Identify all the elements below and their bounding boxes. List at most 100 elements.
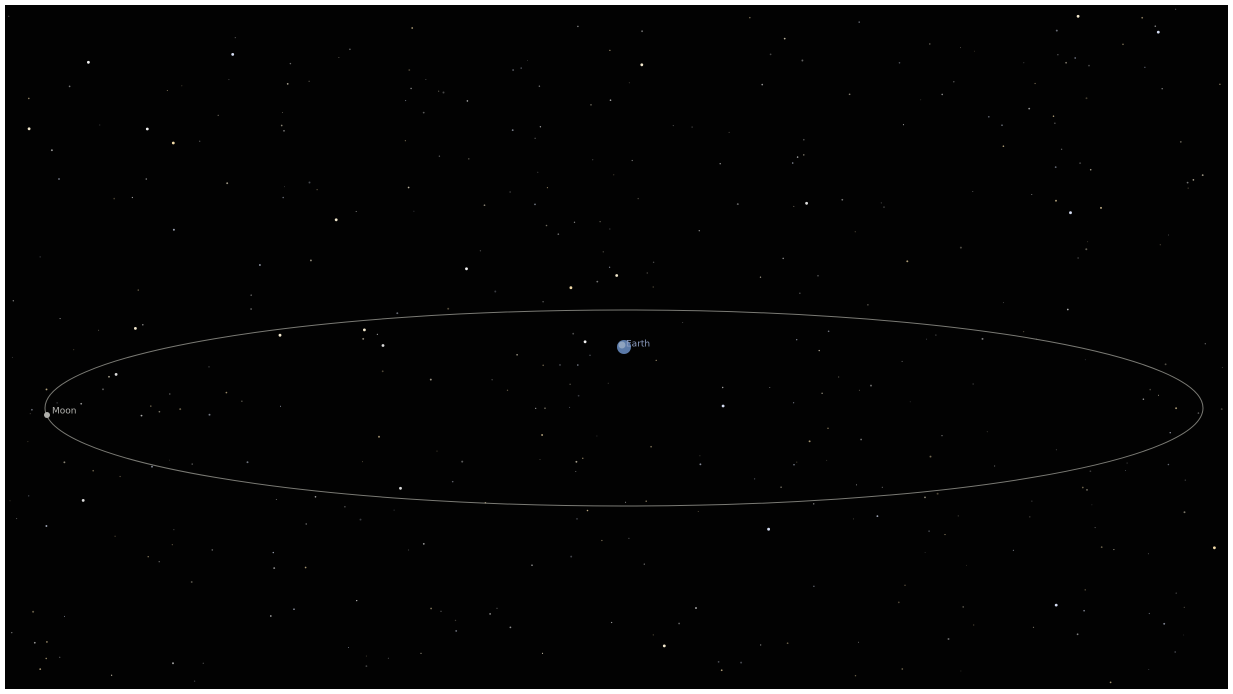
- star: [767, 528, 770, 531]
- star: [754, 478, 755, 479]
- star: [58, 178, 60, 180]
- star: [231, 53, 234, 56]
- star: [994, 465, 995, 466]
- star: [348, 647, 349, 648]
- star: [1001, 124, 1003, 126]
- star: [159, 411, 161, 413]
- star: [972, 191, 973, 192]
- star: [1101, 546, 1103, 548]
- star: [461, 461, 463, 463]
- star: [881, 202, 882, 203]
- star: [841, 199, 843, 201]
- star: [1184, 607, 1185, 608]
- star: [489, 613, 491, 615]
- star: [1165, 363, 1167, 365]
- star: [813, 586, 814, 587]
- star: [1188, 187, 1189, 188]
- star: [228, 79, 229, 80]
- star: [901, 668, 903, 670]
- star: [452, 481, 454, 483]
- star: [250, 294, 252, 296]
- star: [408, 69, 410, 71]
- star: [134, 327, 137, 330]
- star: [749, 17, 751, 19]
- star: [966, 565, 967, 566]
- star: [408, 187, 410, 189]
- star: [534, 204, 536, 206]
- star: [1222, 367, 1223, 368]
- star: [575, 461, 577, 463]
- earth-label[interactable]: Earth: [626, 340, 650, 350]
- star: [1168, 464, 1170, 466]
- star: [867, 304, 868, 305]
- star: [899, 62, 901, 64]
- star: [159, 561, 160, 562]
- star: [935, 335, 936, 336]
- star: [270, 615, 272, 617]
- viewport: [5, 5, 1228, 689]
- star: [1184, 511, 1186, 513]
- star: [1085, 589, 1086, 590]
- star: [455, 630, 457, 632]
- star: [1183, 635, 1184, 636]
- star: [849, 93, 851, 95]
- star: [948, 638, 950, 640]
- star: [172, 662, 174, 664]
- moon-label[interactable]: Moon: [52, 407, 76, 417]
- star: [1148, 553, 1149, 554]
- star: [826, 460, 827, 461]
- star: [34, 642, 36, 644]
- star: [819, 350, 820, 351]
- star: [1029, 516, 1030, 517]
- star: [279, 334, 282, 337]
- star: [828, 330, 830, 332]
- star: [283, 130, 284, 131]
- star: [496, 608, 497, 609]
- star: [629, 82, 630, 83]
- star: [28, 127, 31, 130]
- star: [192, 463, 193, 464]
- star: [587, 510, 589, 512]
- star: [1155, 25, 1157, 27]
- star: [309, 182, 311, 184]
- star: [426, 79, 427, 80]
- star: [40, 256, 41, 257]
- star: [181, 85, 182, 86]
- moon[interactable]: [44, 412, 50, 418]
- star: [102, 388, 104, 390]
- star: [1180, 141, 1182, 143]
- star: [27, 441, 28, 442]
- star: [64, 616, 65, 617]
- star: [974, 51, 975, 52]
- star: [1003, 145, 1005, 147]
- star: [111, 675, 112, 676]
- star: [1100, 207, 1102, 209]
- star: [1031, 194, 1032, 195]
- star: [632, 160, 633, 161]
- star: [119, 476, 120, 477]
- star: [1034, 83, 1035, 84]
- star: [173, 229, 175, 231]
- star: [31, 409, 33, 411]
- star: [760, 644, 761, 645]
- star: [366, 656, 367, 657]
- star: [226, 182, 228, 184]
- star: [883, 206, 885, 208]
- star: [1088, 65, 1090, 67]
- star: [574, 222, 575, 223]
- star: [169, 460, 170, 461]
- star: [172, 544, 173, 545]
- star: [16, 518, 17, 519]
- star: [1013, 550, 1014, 551]
- star: [544, 407, 546, 409]
- star: [1090, 470, 1092, 472]
- star: [1113, 549, 1114, 550]
- star: [317, 189, 318, 190]
- star: [1187, 182, 1189, 184]
- star: [692, 127, 693, 128]
- star: [235, 37, 236, 38]
- star: [437, 451, 438, 452]
- star: [80, 403, 82, 405]
- star: [541, 434, 543, 436]
- star: [1170, 432, 1171, 433]
